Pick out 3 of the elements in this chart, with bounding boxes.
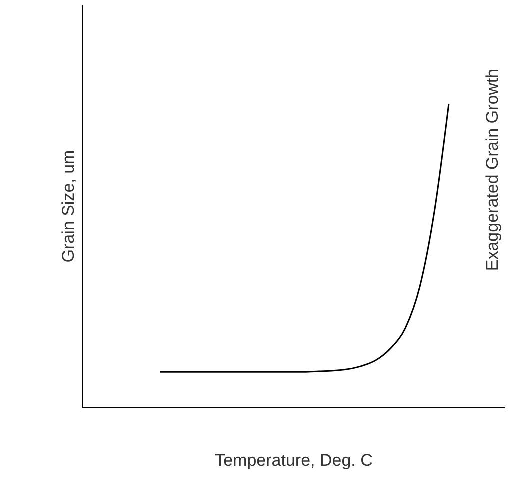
y-axis-title: Grain Size, um [59,150,78,263]
x-axis-title: Temperature, Deg. C [215,451,373,470]
y2-axis-title: Exaggerated Grain Growth [483,68,502,272]
